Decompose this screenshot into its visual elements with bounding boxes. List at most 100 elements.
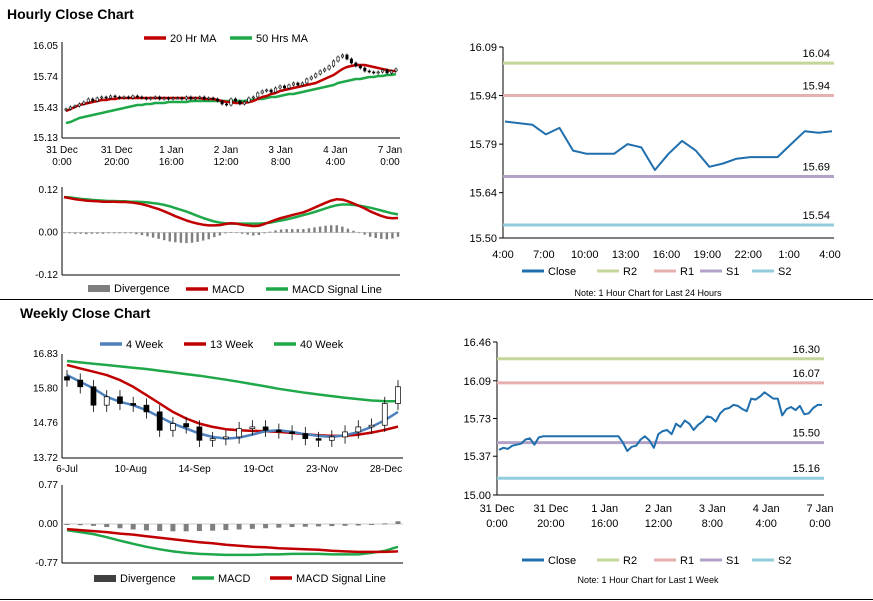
hourly-chart-title: Hourly Close Chart — [7, 6, 134, 22]
weekly-candle — [249, 426, 256, 429]
hourly-candle — [167, 97, 171, 100]
hourly-divergence-bar — [352, 230, 355, 233]
hourly-candle — [265, 89, 269, 92]
hourly-divergence-bar — [380, 232, 383, 239]
weekly-divergence-bar — [342, 524, 348, 526]
weekly-candle — [368, 424, 375, 428]
hourly-levels-x-tick: 1:00 — [778, 249, 799, 261]
hourly-divergence-bar — [179, 232, 183, 243]
weekly-candle — [117, 396, 123, 404]
hourly-price-x-tick: 0:00 — [380, 157, 400, 168]
hourly-divergence-bar — [246, 232, 249, 235]
weekly-divergence-bar — [77, 524, 83, 526]
hourly-price-x-tick: 12:00 — [213, 157, 238, 168]
hourly-candle — [171, 97, 175, 100]
hourly-candle — [211, 97, 215, 100]
weekly-candle — [395, 386, 401, 404]
hourly-divergence-bar — [307, 228, 311, 233]
hourly-candle — [323, 68, 327, 72]
hourly-price-y-tick: 16.05 — [33, 41, 58, 52]
weekly-candle — [262, 426, 269, 431]
hourly-divergence-bar — [190, 232, 194, 243]
weekly-candle — [90, 386, 97, 406]
hourly-divergence-bar — [374, 232, 377, 239]
hourly-candle — [193, 97, 197, 100]
hourly-divergence-bar — [318, 226, 322, 233]
weekly-divergence-bar — [143, 524, 149, 531]
hourly-candle — [305, 78, 309, 84]
weekly-candle — [381, 403, 388, 426]
weekly-levels-legend-s1-label: S1 — [726, 555, 739, 567]
weekly-levels-x-tick: 4 Jan — [753, 503, 780, 515]
weekly-macd-y-tick: 0.77 — [39, 480, 59, 491]
weekly-levels-legend-close-label: Close — [548, 555, 576, 567]
hourly-divergence-bar — [296, 229, 299, 233]
hourly-divergence-bar — [118, 232, 121, 234]
hourly-divergence-bar — [146, 232, 149, 237]
weekly-divergence-bar — [289, 524, 295, 528]
weekly-divergence-bar — [302, 524, 308, 527]
hourly-candle — [238, 100, 242, 105]
weekly-price-x-tick: 6-Jul — [56, 464, 78, 475]
weekly-price-x-tick: 19-Oct — [243, 464, 273, 475]
hourly-price-y-tick: 15.13 — [33, 133, 58, 144]
weekly-macd-y-tick: 0.00 — [39, 519, 59, 530]
weekly-divergence-bar — [64, 524, 70, 525]
hourly-divergence-bar — [291, 229, 294, 233]
weekly-levels-r1-value: 16.07 — [792, 368, 820, 380]
hourly-levels-y-tick: 15.94 — [469, 91, 497, 103]
hourly-candle — [372, 71, 376, 74]
hourly-levels-s2-value: 15.54 — [802, 210, 830, 222]
weekly-divergence-bar — [117, 524, 123, 529]
weekly-levels-note: Note: 1 Hour Chart for Last 1 Week — [578, 575, 719, 585]
hourly-price-y-tick: 15.74 — [33, 72, 58, 83]
weekly-candle — [355, 426, 362, 433]
hourly-candle — [225, 103, 229, 106]
hourly-divergence-bar — [252, 232, 255, 236]
hourly-candle — [162, 97, 166, 100]
hourly-macd-y-tick: 0.00 — [39, 228, 59, 239]
hourly-divergence-bar — [196, 232, 199, 242]
legend-13-week-label: 13 Week — [210, 339, 254, 351]
hourly-levels-x-tick: 13:00 — [612, 249, 640, 261]
hourly-price-x-tick: 7 Jan — [378, 145, 402, 156]
hourly-price-x-tick: 31 Dec — [46, 145, 78, 156]
hourly-candle — [336, 56, 340, 62]
weekly-candle — [342, 431, 348, 438]
weekly-divergence-bar — [196, 524, 202, 531]
hourly-candle — [309, 76, 313, 80]
hourly-candle — [144, 97, 148, 100]
hourly-divergence-bar — [213, 232, 216, 238]
weekly-divergence-bar — [369, 524, 375, 525]
weekly-price-x-tick: 14-Sep — [178, 464, 211, 475]
hourly-divergence-bar — [368, 232, 372, 237]
hourly-candle — [189, 96, 193, 100]
weekly-levels-close-line — [498, 391, 822, 452]
weekly-levels-x-tick: 1 Jan — [591, 503, 618, 515]
hourly-candle — [86, 98, 90, 103]
weekly-macd-y-tick: -0.77 — [35, 558, 58, 569]
hourly-candle — [296, 82, 300, 86]
hourly-divergence-bar — [302, 229, 305, 233]
weekly-candle — [209, 438, 216, 441]
hourly-candle — [104, 96, 108, 99]
hourly-divergence-bar — [163, 232, 166, 241]
hourly-divergence-bar — [274, 230, 277, 233]
hourly-divergence-bar — [157, 232, 160, 239]
hourly-candle — [135, 95, 139, 98]
hourly-candle — [363, 67, 367, 72]
hourly-candle — [216, 98, 220, 102]
hourly-levels-note: Note: 1 Hour Chart for Last 24 Hours — [574, 288, 722, 298]
weekly-levels-s2-value: 15.16 — [792, 463, 820, 475]
hourly-price-x-tick: 1 Jan — [159, 145, 183, 156]
hourly-divergence-bar — [73, 232, 77, 234]
weekly-levels-x-tick: 31 Dec — [480, 503, 515, 515]
hourly-divergence-bar — [391, 232, 394, 239]
hourly-price-x-tick: 0:00 — [52, 157, 72, 168]
hourly-macd-y-tick: -0.12 — [35, 270, 58, 281]
weekly-levels-x-tick: 7 Jan — [807, 503, 834, 515]
hourly-divergence-bar — [396, 232, 400, 237]
hourly-divergence-bar — [263, 232, 266, 234]
hourly-divergence-bar — [268, 231, 272, 233]
